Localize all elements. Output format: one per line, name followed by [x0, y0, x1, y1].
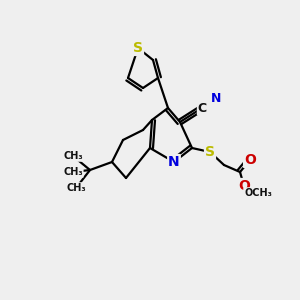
Text: O: O — [238, 179, 250, 193]
Text: CH₃: CH₃ — [66, 183, 86, 193]
Text: OCH₃: OCH₃ — [244, 188, 272, 198]
Text: N: N — [211, 92, 221, 104]
Text: S: S — [205, 145, 215, 159]
Text: O: O — [244, 153, 256, 167]
Text: N: N — [168, 155, 180, 169]
Text: CH₃: CH₃ — [63, 167, 83, 177]
Text: S: S — [133, 41, 143, 55]
Text: CH₃: CH₃ — [63, 151, 83, 161]
Text: C: C — [197, 101, 207, 115]
